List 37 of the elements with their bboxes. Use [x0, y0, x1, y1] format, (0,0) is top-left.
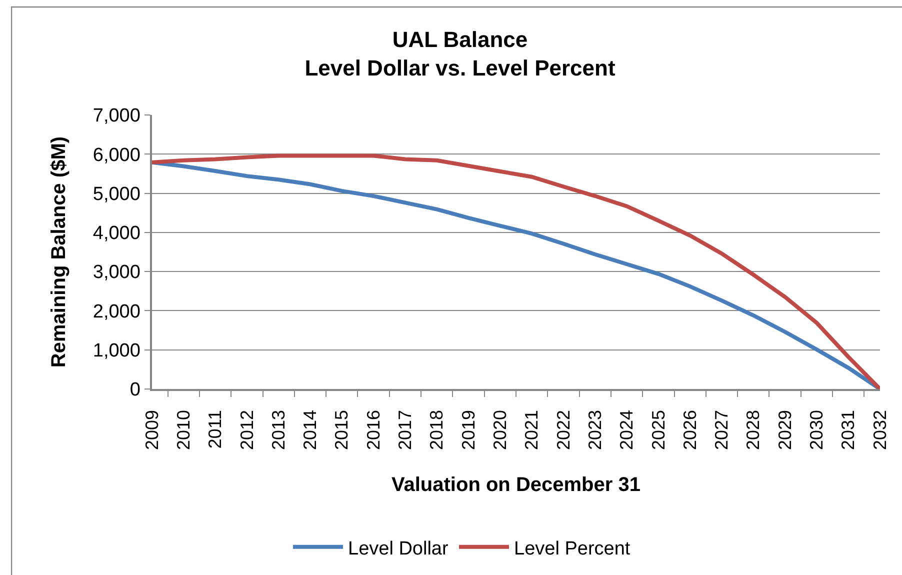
x-tick-label: 2030: [806, 410, 827, 450]
x-tick-label: 2009: [142, 410, 162, 450]
y-tick-label: 3,000: [92, 262, 140, 284]
y-tick-label: 1,000: [92, 340, 140, 362]
y-tick-label: 2,000: [92, 301, 140, 322]
y-tick-label: 5,000: [92, 184, 140, 205]
x-tick-label: 2029: [774, 410, 795, 450]
x-tick-label: 2027: [712, 410, 732, 450]
x-tick-label: 2017: [395, 410, 416, 450]
x-tick-label: 2016: [363, 410, 384, 450]
x-tick-label: 2019: [458, 410, 478, 450]
x-tick-label: 2025: [648, 410, 668, 450]
legend-label: Level Percent: [514, 538, 631, 560]
x-tick-label: 2020: [490, 410, 510, 450]
x-tick-label: 2031: [838, 410, 858, 450]
x-tick-label: 2014: [300, 410, 320, 450]
x-axis-title: Valuation on December 31: [392, 474, 640, 496]
x-tick-label: 2021: [522, 410, 542, 450]
x-tick-label: 2012: [236, 410, 257, 450]
y-tick-label: 4,000: [92, 223, 140, 244]
x-tick-label: 2022: [553, 410, 574, 450]
chart-title: UAL Balance Level Dollar vs. Level Percent: [304, 27, 616, 81]
x-tick-label: 2010: [174, 410, 194, 450]
legend-label: Level Dollar: [348, 538, 449, 560]
y-tick-label: 7,000: [92, 106, 140, 127]
y-tick-label: 0: [130, 380, 140, 401]
x-tick-label: 2023: [584, 410, 605, 450]
x-tick-label: 2026: [680, 410, 700, 450]
y-tick-label: 6,000: [92, 144, 140, 166]
x-tick-label: 2018: [426, 410, 447, 450]
x-tick-label: 2028: [743, 410, 764, 450]
y-axis-title: Remaining Balance ($M): [48, 136, 70, 368]
x-tick-label: 2015: [332, 410, 352, 450]
x-tick-label: 2011: [205, 410, 226, 449]
x-tick-label: 2024: [616, 410, 637, 450]
x-tick-label: 2013: [268, 410, 288, 450]
x-tick-label: 2032: [870, 410, 890, 450]
